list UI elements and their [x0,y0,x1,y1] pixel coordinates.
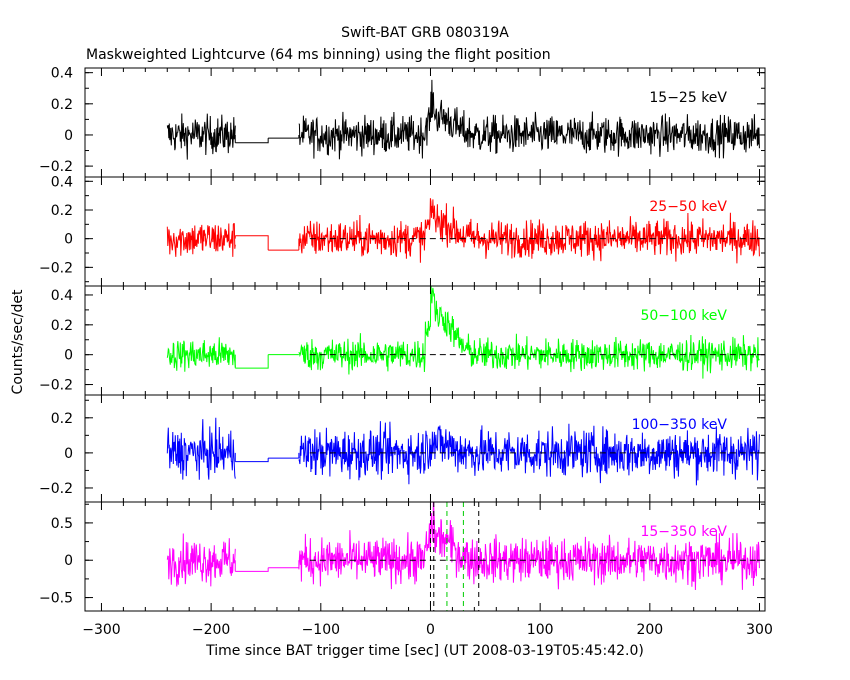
y-tick-label: 0 [64,446,73,462]
series-line-3 [166,286,760,379]
y-tick-label: 0.2 [51,411,73,427]
panel-5: −0.5 0 0.5 15−350 keV [39,501,766,612]
panel-plot-area [166,198,760,264]
y-axis-label: Counts/sec/det [10,289,26,394]
panel-plot-area [166,417,760,486]
panel-plot-area [166,79,760,160]
y-tick-label: 0.4 [51,66,73,82]
panel-plot-area [166,502,760,611]
series-line-2 [166,198,760,264]
y-tick-label: 0 [64,128,73,144]
x-axis: −300 −200 −100 0 100 200 300 [82,622,773,638]
y-tick-label: 0.2 [51,97,73,113]
x-axis-label: Time since BAT trigger time [sec] (UT 20… [205,643,644,659]
chart-subtitle: Maskweighted Lightcurve (64 ms binning) … [86,47,551,63]
panel-plot-area [166,286,760,379]
series-line-1 [166,79,760,160]
panel-frame-5 [84,501,766,612]
y-tick-label: −0.2 [39,481,73,497]
panel-1: −0.2 0 0.2 0.4 15−25 keV [39,66,766,178]
y-tick-label: −0.2 [39,159,73,175]
gap-step-3 [234,354,299,369]
x-tick-label: −100 [302,622,340,638]
y-tick-label: 0.5 [51,516,73,532]
y-tick-label: −0.2 [39,260,73,276]
x-tick-label: 200 [636,622,663,638]
y-tick-label: 0.2 [51,318,73,334]
energy-band-label: 15−350 keV [640,524,727,540]
y-tick-label: −0.2 [39,378,73,394]
y-tick-label: −0.5 [39,591,73,607]
energy-band-label: 50−100 keV [640,308,727,324]
x-tick-label: 100 [527,622,554,638]
gap-step-4 [234,452,300,463]
energy-band-label: 15−25 keV [649,90,727,106]
x-tick-label: −200 [192,622,230,638]
chart-title: Swift-BAT GRB 080319A [341,25,509,41]
panel-2: −0.2 0 0.2 0.4 25−50 keV [39,174,766,287]
y-tick-label: 0.4 [51,288,73,304]
y-tick-label: 0.4 [51,174,73,190]
gap-step-5 [234,560,300,572]
y-tick-label: 0 [64,348,73,364]
panel-4: −0.2 0 0.2 100−350 keV [39,394,766,503]
y-tick-label: 0 [64,232,73,248]
energy-band-label: 25−50 keV [649,199,727,215]
panels-group: −0.2 0 0.2 0.4 15−25 keV −0.2 0 0.2 0.4 25−50 keV… [39,66,766,612]
x-tick-label: 0 [426,622,435,638]
gap-step-1 [234,134,300,144]
energy-band-label: 100−350 keV [632,417,728,433]
gap-step-2 [234,235,300,251]
y-tick-label: 0.2 [51,203,73,219]
y-tick-label: 0 [64,553,73,569]
x-tick-label: 300 [746,622,773,638]
x-tick-label: −300 [82,622,120,638]
panel-3: −0.2 0 0.2 0.4 50−100 keV [39,285,766,396]
series-line-4 [166,417,760,486]
series-line-5 [166,502,760,591]
